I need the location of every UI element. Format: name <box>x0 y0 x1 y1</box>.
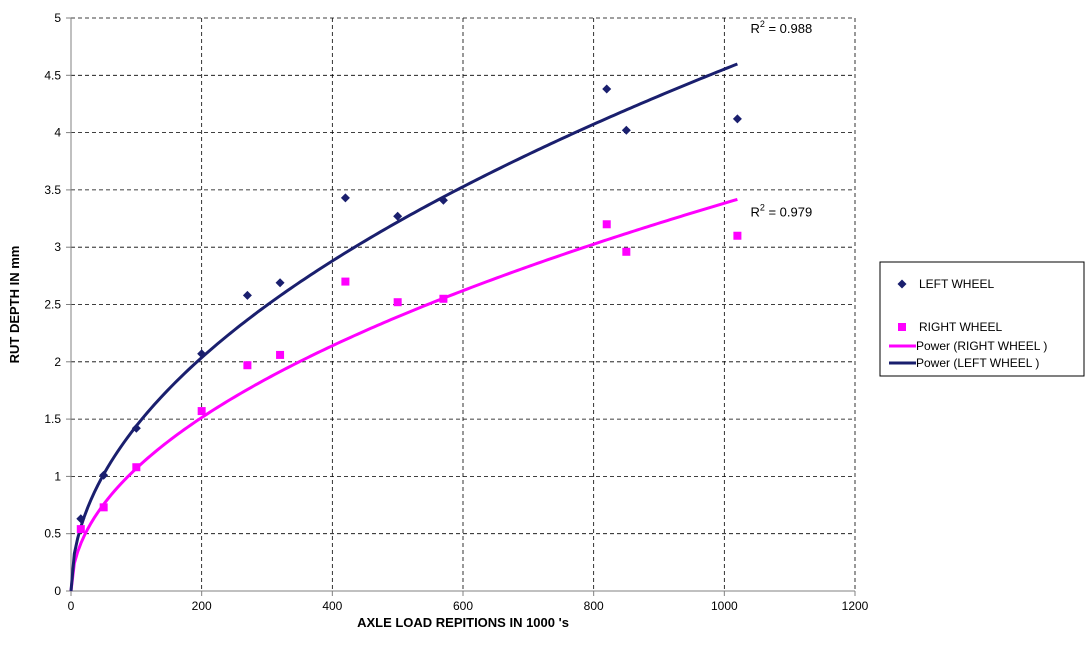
left-wheel-point <box>275 278 285 288</box>
r-squared-annotation: R2 = 0.988 <box>750 19 812 36</box>
r-squared-annotation: R2 = 0.979 <box>750 202 812 219</box>
y-tick-label: 5 <box>54 11 61 25</box>
annotation-base: R <box>750 21 759 36</box>
x-tick-label: 1000 <box>711 599 738 613</box>
left-wheel-point <box>621 125 631 135</box>
right-wheel-point <box>197 407 206 416</box>
y-tick-label: 3 <box>54 240 61 254</box>
legend-label-left-wheel: LEFT WHEEL <box>919 277 994 291</box>
legend-label-power-left-wheel: Power (LEFT WHEEL ) <box>916 356 1039 370</box>
y-tick-label: 1 <box>54 469 61 483</box>
x-tick-label: 200 <box>192 599 212 613</box>
x-tick-label: 1200 <box>842 599 869 613</box>
left-wheel-point <box>99 470 109 480</box>
right-wheel-point <box>393 298 402 307</box>
points-layer <box>76 84 742 534</box>
right-wheel-point <box>439 294 448 303</box>
left-wheel-point <box>393 211 403 221</box>
axes-layer: 0 200 400 600 800 1000 1200 0 0.5 1 1.5 2 2.5 3 3.5 4 4.… <box>44 11 868 613</box>
y-tick-label: 0.5 <box>44 527 61 541</box>
left-wheel-point <box>242 290 252 300</box>
left-wheel-point <box>340 193 350 203</box>
legend-square-marker <box>898 323 906 331</box>
annotation-superscript: 2 <box>760 202 765 212</box>
legend: LEFT WHEEL RIGHT WHEEL Power (RIGHT WHEEL … <box>879 261 1085 377</box>
x-tick-label: 800 <box>584 599 604 613</box>
right-wheel-point <box>76 525 85 534</box>
left-wheel-point <box>76 514 86 524</box>
power-left-wheel-trendline <box>69 62 738 592</box>
power-right-wheel-trendline <box>69 197 738 592</box>
grid-layer <box>71 17 856 591</box>
x-tick-label: 0 <box>68 599 75 613</box>
left-wheel-point <box>438 195 448 205</box>
right-wheel-point <box>341 277 350 286</box>
annotation-value: = 0.979 <box>765 204 812 219</box>
y-tick-label: 4.5 <box>44 68 61 82</box>
right-wheel-point <box>243 361 252 370</box>
x-axis-title: AXLE LOAD REPITIONS IN 1000 's <box>357 615 569 630</box>
x-tick-label: 400 <box>322 599 342 613</box>
left-wheel-point <box>131 423 141 433</box>
right-wheel-point <box>132 463 141 472</box>
y-tick-label: 1.5 <box>44 412 61 426</box>
y-tick-label: 4 <box>54 126 61 140</box>
annotation-superscript: 2 <box>760 19 765 29</box>
right-wheel-point <box>602 220 611 229</box>
legend-box <box>879 261 1085 377</box>
right-wheel-point <box>99 503 108 512</box>
right-wheel-point <box>622 247 631 256</box>
y-axis-title: RUT DEPTH IN mm <box>7 246 22 364</box>
annotation-value: = 0.988 <box>765 21 812 36</box>
x-tick-label: 600 <box>453 599 473 613</box>
legend-label-power-right-wheel: Power (RIGHT WHEEL ) <box>916 339 1047 353</box>
trendline-layer <box>69 62 738 592</box>
y-tick-label: 3.5 <box>44 183 61 197</box>
legend-label-right-wheel: RIGHT WHEEL <box>919 320 1002 334</box>
y-tick-label: 0 <box>54 584 61 598</box>
left-wheel-point <box>732 114 742 124</box>
right-wheel-point <box>733 231 742 240</box>
legend-diamond-marker <box>897 279 907 289</box>
y-tick-label: 2 <box>54 355 61 369</box>
left-wheel-point <box>602 84 612 94</box>
annotation-base: R <box>750 204 759 219</box>
left-wheel-point <box>197 349 207 359</box>
right-wheel-point <box>276 350 285 359</box>
y-tick-label: 2.5 <box>44 298 61 312</box>
